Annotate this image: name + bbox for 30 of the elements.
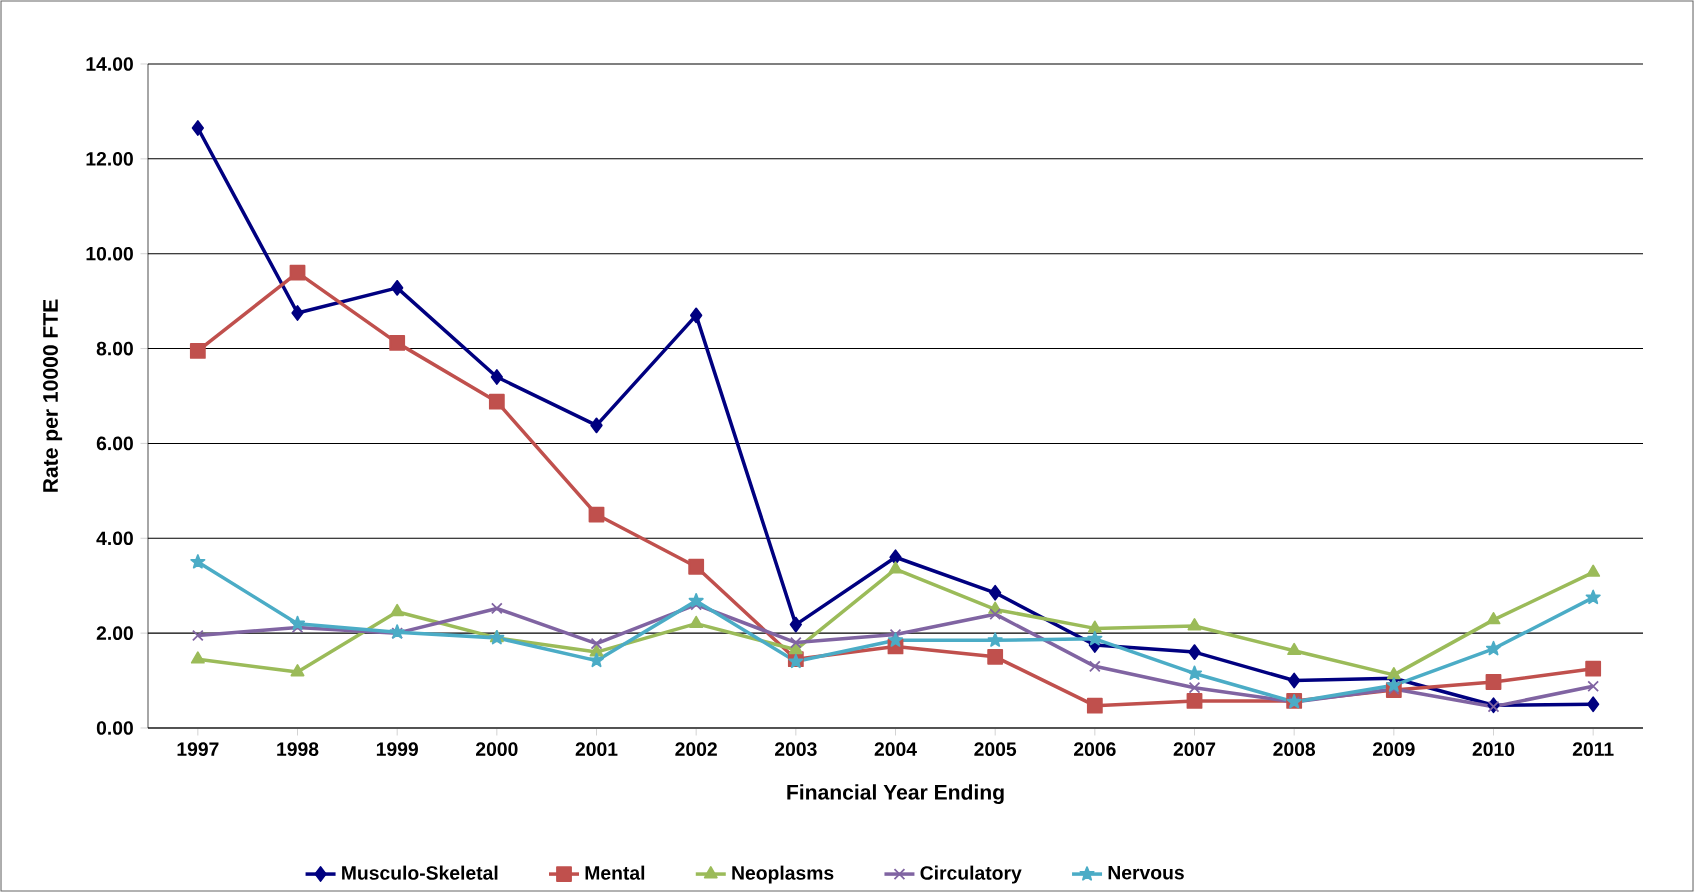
x-tick-label: 2004 [874, 742, 917, 756]
y-tick-label: 14.00 [86, 57, 133, 71]
y-tick-label: 2.00 [96, 626, 133, 640]
y-axis-title: Rate per 10000 FTE [43, 299, 63, 492]
x-tick-label: 1999 [376, 742, 418, 756]
x-tick-label: 2007 [1173, 742, 1216, 756]
legend-label: Neoplasms [732, 865, 834, 884]
y-tick-label: 10.00 [86, 246, 133, 261]
x-tick-label: 2010 [1472, 742, 1515, 756]
x-tick-label: 2000 [476, 742, 518, 756]
y-tick-label: 0.00 [96, 721, 133, 735]
x-tick-label: 2009 [1373, 742, 1415, 756]
y-tick-label: 4.00 [96, 531, 133, 546]
legend-label: Musculo-Skeletal [342, 865, 498, 880]
x-tick-label: 2005 [974, 742, 1017, 756]
legend-label: Circulatory [920, 865, 1022, 884]
x-tick-label: 2011 [1572, 742, 1614, 756]
x-tick-label: 2002 [675, 742, 717, 756]
y-tick-label: 6.00 [96, 436, 133, 451]
x-axis-title: Financial Year Ending [787, 784, 1004, 804]
x-tick-label: 2003 [775, 742, 817, 756]
x-tick-label: 2001 [575, 742, 618, 756]
x-tick-label: 2006 [1074, 742, 1116, 756]
y-tick-label: 12.00 [86, 152, 133, 166]
x-tick-label: 2008 [1273, 742, 1316, 756]
legend-label: Mental [585, 865, 645, 880]
legend-label: Nervous [1108, 865, 1184, 880]
y-tick-label: 8.00 [96, 341, 133, 356]
x-tick-label: 1997 [177, 742, 219, 756]
x-tick-label: 1998 [277, 742, 319, 756]
